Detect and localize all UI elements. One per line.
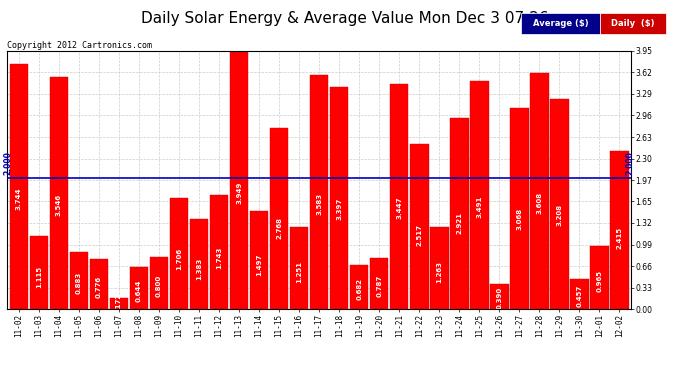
Text: 3.491: 3.491	[476, 195, 482, 217]
Text: 2.517: 2.517	[416, 224, 422, 246]
Text: Copyright 2012 Cartronics.com: Copyright 2012 Cartronics.com	[7, 41, 152, 50]
Text: Daily Solar Energy & Average Value Mon Dec 3 07:26: Daily Solar Energy & Average Value Mon D…	[141, 11, 549, 26]
Bar	[370, 258, 388, 309]
Bar	[290, 227, 308, 309]
Bar	[310, 75, 328, 309]
Bar	[90, 258, 108, 309]
Bar	[270, 128, 288, 309]
Text: 0.883: 0.883	[76, 272, 82, 294]
Text: 1.251: 1.251	[296, 261, 302, 284]
Text: 0.965: 0.965	[596, 270, 602, 292]
Text: 1.263: 1.263	[436, 261, 442, 283]
Bar	[190, 219, 208, 309]
Text: Average ($): Average ($)	[533, 19, 589, 28]
Text: 3.208: 3.208	[556, 204, 562, 226]
Bar	[170, 198, 188, 309]
Text: 3.608: 3.608	[536, 192, 542, 214]
Text: 3.068: 3.068	[516, 208, 522, 230]
Text: 0.800: 0.800	[156, 274, 162, 297]
Text: 1.743: 1.743	[216, 247, 222, 269]
Bar	[610, 151, 629, 309]
Bar	[30, 236, 48, 309]
Text: 0.776: 0.776	[96, 276, 102, 298]
Text: 2.000: 2.000	[3, 151, 12, 175]
Bar	[450, 118, 469, 309]
Text: 1.115: 1.115	[36, 266, 42, 288]
Bar	[590, 246, 609, 309]
Bar	[230, 51, 248, 309]
Text: 3.583: 3.583	[316, 193, 322, 215]
Text: 1.497: 1.497	[256, 254, 262, 276]
Text: 3.397: 3.397	[336, 198, 342, 220]
Bar	[250, 211, 268, 309]
Text: 3.949: 3.949	[236, 182, 242, 204]
Text: 3.447: 3.447	[396, 196, 402, 219]
Text: 0.390: 0.390	[496, 287, 502, 309]
Text: 2.768: 2.768	[276, 217, 282, 239]
Text: 1.383: 1.383	[196, 258, 202, 280]
Bar	[430, 226, 448, 309]
Text: 0.644: 0.644	[136, 279, 142, 302]
Text: 3.546: 3.546	[56, 194, 62, 216]
Bar	[570, 279, 589, 309]
Bar	[530, 73, 549, 309]
Bar	[510, 108, 529, 309]
Text: 2.921: 2.921	[456, 212, 462, 234]
Bar	[490, 284, 509, 309]
Bar	[410, 144, 428, 309]
Text: 2.000: 2.000	[626, 151, 635, 175]
Text: 0.787: 0.787	[376, 275, 382, 297]
Bar	[550, 99, 569, 309]
Text: 3.744: 3.744	[16, 188, 22, 210]
Bar	[470, 81, 489, 309]
Bar	[150, 257, 168, 309]
Text: Daily  ($): Daily ($)	[611, 19, 655, 28]
Bar	[390, 84, 408, 309]
Bar	[70, 252, 88, 309]
Bar	[130, 267, 148, 309]
Bar	[350, 265, 368, 309]
Text: 2.415: 2.415	[616, 227, 622, 249]
Text: 0.457: 0.457	[576, 285, 582, 307]
Bar	[210, 195, 228, 309]
Text: 0.172: 0.172	[116, 293, 122, 315]
Bar	[10, 64, 28, 309]
Bar	[110, 298, 128, 309]
Bar	[330, 87, 348, 309]
Text: 0.682: 0.682	[356, 278, 362, 300]
Text: 1.706: 1.706	[176, 248, 182, 270]
Bar	[50, 77, 68, 309]
